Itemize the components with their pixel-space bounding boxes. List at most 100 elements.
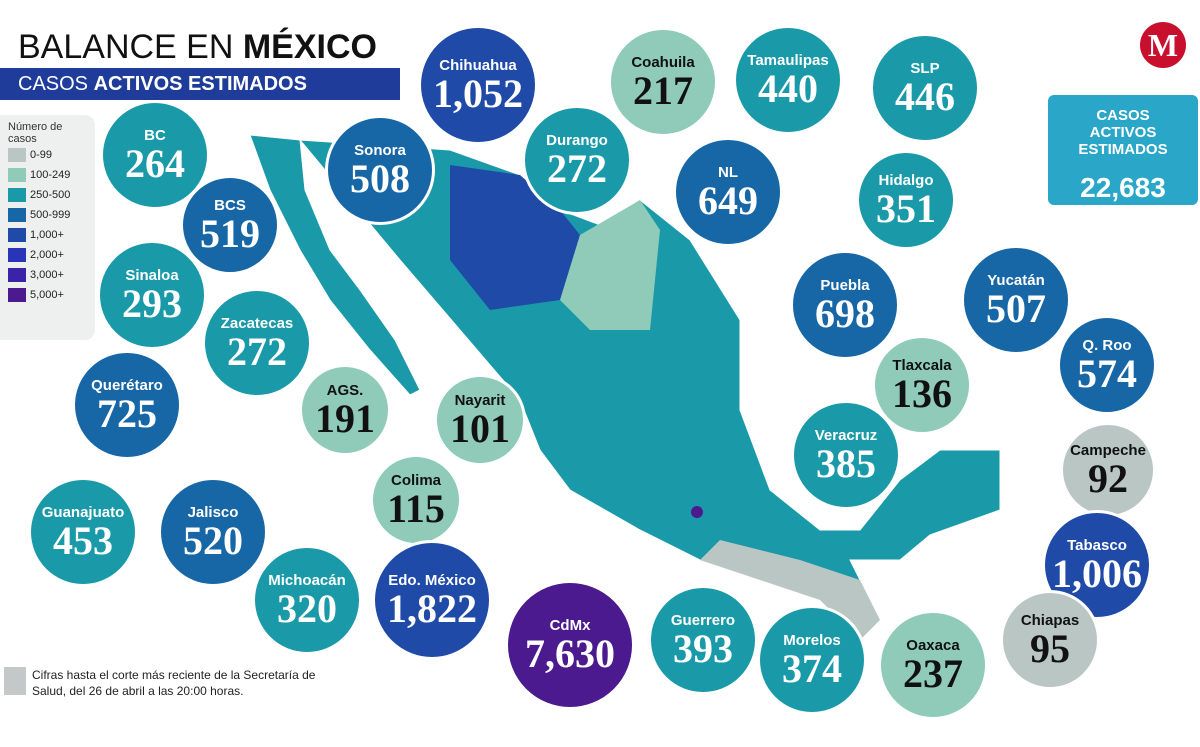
state-count: 237 xyxy=(903,650,963,696)
state-name: Tlaxcala xyxy=(892,356,952,374)
state-count: 374 xyxy=(782,645,842,691)
state-bubble: Chihuahua 1,052 xyxy=(418,25,538,145)
state-bubble: Tamaulipas 440 xyxy=(733,25,843,135)
state-name: Guerrero xyxy=(670,611,736,629)
state-name: Nayarit xyxy=(454,391,506,409)
state-count: 385 xyxy=(816,440,876,486)
state-bubble: Tlaxcala 136 xyxy=(872,335,972,435)
state-bubble: Nayarit 101 xyxy=(434,374,526,466)
state-count: 7,630 xyxy=(525,630,615,676)
state-name: Morelos xyxy=(783,631,841,649)
state-count: 1,006 xyxy=(1052,550,1142,596)
state-count: 519 xyxy=(200,210,260,256)
state-bubble: Guanajuato 453 xyxy=(28,477,138,587)
legend-swatch xyxy=(8,168,26,182)
state-count: 440 xyxy=(758,65,818,111)
legend-swatch xyxy=(8,248,26,262)
subtitle: CASOS ACTIVOS ESTIMADOS xyxy=(0,68,400,100)
legend-title: Número de casos xyxy=(8,121,63,145)
state-count: 698 xyxy=(815,290,875,336)
state-name: Zacatecas xyxy=(220,314,294,332)
state-name: Michoacán xyxy=(268,571,346,589)
state-bubble: NL 649 xyxy=(673,137,783,247)
state-bubble: Yucatán 507 xyxy=(961,245,1071,355)
state-count: 507 xyxy=(986,285,1046,331)
state-bubble: Chiapas 95 xyxy=(1000,590,1100,690)
state-bubble: Michoacán 320 xyxy=(252,545,362,655)
legend-label: 2,000+ xyxy=(30,249,64,261)
state-count: 446 xyxy=(895,73,955,119)
state-count: 92 xyxy=(1088,455,1128,501)
state-name: Chihuahua xyxy=(439,56,517,74)
title-part: BALANCE EN xyxy=(18,28,234,66)
state-name: Colima xyxy=(390,471,441,489)
state-name: Campeche xyxy=(1070,441,1146,459)
state-bubble: Jalisco 520 xyxy=(158,477,268,587)
state-count: 1,822 xyxy=(387,585,477,631)
state-bubble: Zacatecas 272 xyxy=(202,288,312,398)
state-count: 293 xyxy=(122,280,182,326)
state-count: 101 xyxy=(450,405,510,451)
legend-label: 0-99 xyxy=(30,149,53,161)
state-name: Coahuila xyxy=(631,53,695,71)
state-bubble: Edo. México 1,822 xyxy=(372,540,492,660)
legend-swatch xyxy=(8,208,26,222)
state-bubble: Veracruz 385 xyxy=(791,400,901,510)
total-value: 22,683 xyxy=(1080,172,1166,203)
state-bubble: Tabasco 1,006 xyxy=(1042,510,1152,620)
state-name: Puebla xyxy=(820,276,870,294)
legend-item: 3,000+ xyxy=(8,265,95,285)
state-name: Guanajuato xyxy=(41,503,125,521)
state-bubble: Sinaloa 293 xyxy=(97,240,207,350)
state-name: SLP xyxy=(910,59,940,77)
state-bubble: AGS. 191 xyxy=(299,364,391,456)
state-count: 191 xyxy=(315,395,375,441)
legend-item: 5,000+ xyxy=(8,285,95,305)
state-name: Hidalgo xyxy=(878,171,934,189)
state-count: 264 xyxy=(125,140,185,186)
legend-label: 3,000+ xyxy=(30,269,64,281)
state-count: 1,052 xyxy=(433,70,523,116)
footnote: Cifras hasta el corte más reciente de la… xyxy=(32,668,316,698)
state-name: Querétaro xyxy=(91,376,163,394)
state-name: Jalisco xyxy=(187,503,239,521)
state-count: 320 xyxy=(277,585,337,631)
legend-label: 1,000+ xyxy=(30,229,64,241)
total-title: CASOS ACTIVOS ESTIMADOS xyxy=(1078,107,1168,158)
state-bubble: Colima 115 xyxy=(370,454,462,546)
state-count: 725 xyxy=(97,390,157,436)
state-bubble: Coahuila 217 xyxy=(608,27,718,137)
state-name: Sinaloa xyxy=(125,266,179,284)
state-name: Q. Roo xyxy=(1082,336,1132,354)
coahuila-region xyxy=(560,200,660,330)
legend-item: 500-999 xyxy=(8,205,95,225)
state-count: 115 xyxy=(387,485,445,531)
state-bubble: Q. Roo 574 xyxy=(1057,315,1157,415)
state-bubble: Campeche 92 xyxy=(1060,422,1156,518)
state-bubble: Oaxaca 237 xyxy=(878,610,988,720)
logo: M xyxy=(1140,22,1186,68)
legend-label: 5,000+ xyxy=(30,289,64,301)
cdmx-marker xyxy=(691,506,703,518)
state-name: Edo. México xyxy=(388,571,476,589)
legend-swatch xyxy=(8,228,26,242)
state-count: 351 xyxy=(876,185,936,231)
state-name: Durango xyxy=(546,131,608,149)
legend-swatch xyxy=(8,148,26,162)
state-bubble: Puebla 698 xyxy=(790,250,900,360)
legend-label: 500-999 xyxy=(30,209,71,221)
legend-items: 0-99 100-249 250-500 500-999 1,000+ 2,000+ 3,0… xyxy=(8,145,95,305)
state-count: 95 xyxy=(1030,625,1070,671)
state-name: NL xyxy=(718,163,738,181)
legend-swatch xyxy=(8,188,26,202)
legend-swatch xyxy=(8,268,26,282)
legend-swatch xyxy=(8,288,26,302)
state-name: Oaxaca xyxy=(906,636,960,654)
legend-label: 100-249 xyxy=(30,169,71,181)
state-bubble: Morelos 374 xyxy=(757,605,867,715)
state-bubble: Hidalgo 351 xyxy=(856,150,956,250)
state-count: 272 xyxy=(227,328,287,374)
state-name: BCS xyxy=(214,196,246,214)
subtitle-part: ACTIVOS ESTIMADOS xyxy=(93,73,307,95)
